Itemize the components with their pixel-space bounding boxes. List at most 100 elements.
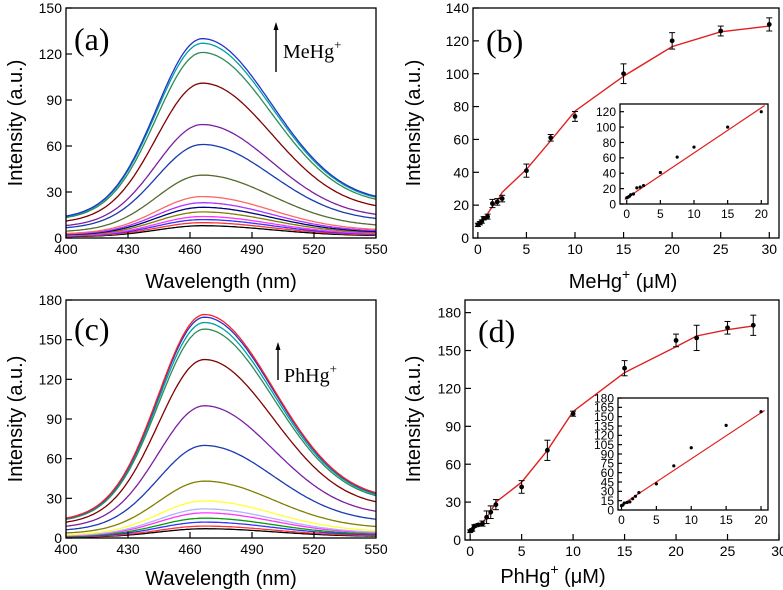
- panel-d-xtick-label: 15: [617, 543, 633, 559]
- panel-b-inset-point: [629, 193, 633, 197]
- panel-b-data-point: [766, 22, 772, 27]
- panel-b-data-point: [621, 71, 626, 77]
- panel-d-data-point: [570, 411, 576, 417]
- panel-c-spectrum-c1: [66, 528, 376, 538]
- panel-c-spectrum-c13: [65, 321, 377, 520]
- panel-a-spectrum-c11: [65, 123, 377, 227]
- panel-b-data-point: [485, 214, 490, 220]
- panel-a-xtick-label: 520: [302, 241, 326, 257]
- panel-d-xtick-label: 20: [668, 543, 684, 559]
- panel-d-inset-ytick-label: 0: [607, 503, 614, 517]
- panel-c-spectrum-c6: [66, 508, 377, 537]
- panel-b-data-point: [499, 196, 505, 201]
- panel-d-inset-ytick-label: 120: [594, 429, 614, 443]
- panel-a-spectrum-c5: [66, 211, 376, 236]
- panel-d-inset-point: [672, 464, 676, 468]
- panel-b-ylabel: Intensity (a.u.): [403, 60, 425, 187]
- panel-c-ytick-label: 180: [39, 292, 63, 308]
- panel-b-inset-xtick-label: 20: [755, 207, 769, 221]
- panel-a-spectrum-c15: [65, 38, 377, 217]
- panel-a-spectrum-c2: [66, 222, 376, 237]
- panel-d-data-point: [471, 523, 477, 529]
- panel-b-ytick-label: 100: [446, 66, 470, 82]
- panel-d-xlabel: PhHg+ (μM): [500, 561, 605, 588]
- panel-d-ytick-label: 180: [438, 305, 462, 321]
- panel-c-spectrum-c4: [66, 517, 377, 537]
- panel-a-spectrum-c14: [65, 42, 377, 218]
- panel-d-inset-point: [631, 497, 635, 501]
- panel-b-ytick-label: 40: [453, 164, 469, 180]
- panel-b-ytick-label: 120: [446, 33, 470, 49]
- panel-c-spectrum-c8: [65, 480, 377, 534]
- panel-b-xtick-label: 10: [567, 241, 583, 257]
- panel-d-label: (d): [478, 313, 515, 349]
- panel-c-xtick-label: 520: [302, 541, 326, 557]
- panel-d-inset-xtick-label: 0: [618, 513, 625, 527]
- panel-d-inset-ytick-label: 45: [601, 475, 615, 489]
- panel-d-inset-xtick-label: 20: [754, 513, 768, 527]
- panel-c-xtick-label: 460: [178, 541, 202, 557]
- panel-a-spectrum-c10: [65, 143, 377, 229]
- panel-b-inset-point: [631, 192, 636, 196]
- panel-b-frame: [472, 7, 780, 239]
- panel-d-inset-xtick-label: 10: [685, 513, 699, 527]
- panel-c-xtick-label: 550: [364, 541, 388, 557]
- panel-d-xtick-label: 30: [771, 543, 783, 559]
- panel-d-inset-ytick-label: 75: [601, 457, 615, 471]
- panel-d-data-point: [488, 509, 494, 515]
- panel-c-spectrum-c14: [65, 316, 377, 520]
- panel-a-label: (a): [74, 21, 110, 57]
- panel-a-ytick-label: 150: [39, 0, 63, 16]
- panel-c-xlabel: Wavelength (nm): [145, 568, 297, 590]
- panel-d-xtick-label: 25: [720, 543, 736, 559]
- panel-a-ytick-label: 0: [54, 230, 62, 246]
- panel-c: 400 430 460 490 520 550 0 30 60 90 120 150 180 (c) P…: [5, 292, 388, 590]
- panel-a-spectrum-c3: [65, 218, 377, 237]
- panel-b-inset-ytick-label: 40: [603, 167, 617, 181]
- panel-b-xtick-label: 25: [713, 241, 729, 257]
- panel-d-inset-ytick-label: 150: [594, 410, 614, 424]
- panel-d-xtick-label: 5: [518, 543, 526, 559]
- panel-d-ytick-label: 0: [453, 532, 461, 548]
- panel-a-spectrum-c4: [66, 215, 376, 237]
- panel-a-curves: [65, 38, 377, 238]
- panel-c-curves: [65, 313, 377, 538]
- panel-a-spectrum-c9: [65, 174, 377, 232]
- panel-b-inset-fit-line: [624, 105, 765, 200]
- panel-a-spectrum-c12: [65, 82, 377, 222]
- panel-d-inset-point: [654, 482, 658, 486]
- panel-b-inset-point: [638, 185, 642, 189]
- panel-d-inset-point: [625, 500, 629, 505]
- panel-b-inset-point: [675, 155, 679, 159]
- panel-d-xtick-label: 10: [565, 543, 581, 559]
- panel-b-inset-point: [726, 125, 730, 129]
- panel-d-inset-point: [622, 501, 626, 505]
- panel-c-spectrum-c10: [65, 405, 377, 527]
- panel-b-inset-ytick-label: 20: [603, 182, 617, 196]
- panel-b-xtick-label: 5: [523, 241, 531, 257]
- panel-b-xtick-label: 20: [664, 241, 680, 257]
- panel-d-data-point: [519, 484, 525, 490]
- panel-c-spectrum-c9: [65, 444, 377, 531]
- panel-b-data-point: [572, 114, 578, 119]
- panel-d-data-point: [469, 527, 475, 533]
- panel-d-ylabel: Intensity (a.u.): [403, 356, 425, 483]
- panel-d-inset-ytick-label: 90: [601, 447, 615, 461]
- panel-b-ytick-label: 20: [453, 197, 469, 213]
- panel-b-inset-point: [692, 145, 696, 149]
- panel-d-inset-point: [689, 446, 693, 450]
- panel-c-spectrum-c15: [65, 313, 377, 519]
- panel-d-inset-xtick-label: 5: [653, 513, 660, 527]
- panel-c-spectrum-c7: [65, 500, 377, 536]
- panel-b-inset-xtick-label: 10: [687, 207, 701, 221]
- panel-d-inset-point: [637, 490, 641, 495]
- panel-c-ytick-label: 90: [46, 411, 62, 427]
- panel-a-xtick-label: 400: [54, 241, 78, 257]
- panel-b-ytick-label: 140: [446, 0, 470, 16]
- panel-a-xlabel: Wavelength (nm): [145, 271, 297, 293]
- panel-d-inset-point: [628, 500, 632, 504]
- panel-b-xtick-label: 30: [761, 241, 777, 257]
- panel-b-inset-point: [641, 183, 646, 188]
